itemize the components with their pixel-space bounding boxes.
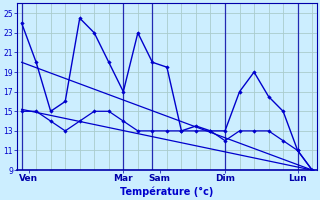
X-axis label: Température (°c): Température (°c)	[120, 186, 213, 197]
